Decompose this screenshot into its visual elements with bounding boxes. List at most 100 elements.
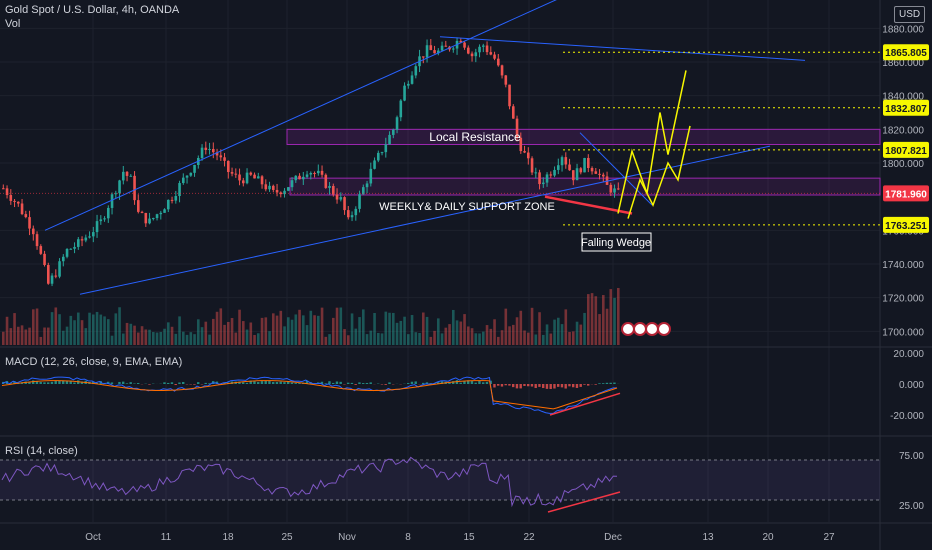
macd-histogram-bar [380,384,384,385]
volume-bar [410,315,414,345]
macd-histogram-bar [369,382,372,384]
volume-bar [320,307,324,345]
candle-body [399,100,403,118]
volume-bar [148,329,151,345]
volume-bar [317,315,320,345]
macd-histogram-bar [290,382,294,384]
candle-body [1,188,5,190]
macd-histogram-bar [358,382,361,384]
candle-body [193,164,196,173]
candle-body [452,48,455,50]
candle-body [433,50,436,54]
candle-body [309,172,313,175]
volume-bar [257,333,260,345]
macd-histogram-bar [575,384,579,388]
volume-bar [125,322,129,345]
macd-histogram-bar [493,384,496,388]
volume-bar [133,325,136,345]
volume-bar [422,312,425,345]
volume-bar [530,307,534,345]
volume-bar [324,336,328,345]
candle-body [39,246,43,254]
volume-legend[interactable]: Vol [5,18,21,30]
macd-histogram-bar [163,382,166,384]
volume-bar [358,317,361,345]
macd-histogram-bar [43,382,46,384]
time-tick-label: Dec [604,532,622,543]
candle-body [200,147,204,158]
price-level-badge [883,185,929,202]
volume-bar [122,333,125,345]
candle-body [238,174,241,181]
upper-channel-line [44,0,557,231]
macd-divergence-line [549,392,621,416]
volume-bar [542,334,545,345]
volume-bar [39,336,43,345]
volume-bar [519,310,523,345]
candle-body [320,170,324,175]
candle-body [407,83,410,86]
macd-histogram-bar [519,384,522,389]
macd-histogram-bar [107,381,110,384]
macd-histogram-bar [422,382,425,384]
macd-histogram-bar [204,382,207,384]
candle-body [13,200,16,202]
volume-bar [249,322,253,345]
macd-legend[interactable]: MACD (12, 26, close, 9, EMA, EMA) [5,356,183,368]
candle-body [467,47,470,54]
candle-body [335,194,339,200]
volume-bar [388,312,391,345]
volume-bar [144,329,148,345]
rsi-tick-label: 25.00 [899,501,924,512]
volume-bar [538,312,541,345]
candle-body [493,54,496,59]
volume-bar [95,311,99,345]
macd-histogram-bar [73,382,76,384]
candle-body [568,164,571,171]
macd-histogram-bar [572,384,575,388]
macd-histogram-bar [238,381,241,384]
candle-body [107,207,110,219]
candle-body [290,180,294,188]
candle-body [103,218,106,220]
macd-histogram-bar [223,382,226,384]
volume-bar [9,328,13,345]
candle-body [515,118,519,138]
candle-body [69,248,73,250]
candle-body [275,189,279,193]
volume-bar [155,332,159,345]
symbol-legend[interactable]: Gold Spot / U.S. Dollar, 4h, OANDA [5,4,180,16]
macd-histogram-bar [122,381,125,384]
volume-bar [50,312,54,345]
volume-bar [508,326,511,345]
candle-body [373,160,376,169]
event-flag-icon [633,322,647,336]
volume-bar [182,331,185,345]
candle-body [587,157,590,169]
macd-histogram-bar [208,383,211,384]
macd-histogram-bar [54,380,57,384]
macd-tick-label: 0.000 [899,380,924,391]
volume-bar [32,309,35,345]
volume-bar [523,330,526,345]
candle-body [440,45,444,51]
volume-bar [290,319,294,345]
candle-body [527,152,530,159]
candle-body [144,212,148,224]
price-tick-label: 1720.000 [882,294,924,305]
macd-histogram-bar [459,382,462,384]
volume-bar [500,330,504,345]
candle-body [182,177,185,184]
rsi-legend[interactable]: RSI (14, close) [5,445,78,457]
volume-bar [204,321,208,345]
candle-body [598,173,601,175]
candle-body [298,175,301,180]
volume-bar [227,321,230,345]
volume-bar [564,309,568,345]
currency-badge[interactable]: USD [894,6,926,23]
candle-body [28,217,31,229]
candle-body [234,173,238,175]
volume-bar [92,314,95,345]
volume-bar [140,326,144,345]
